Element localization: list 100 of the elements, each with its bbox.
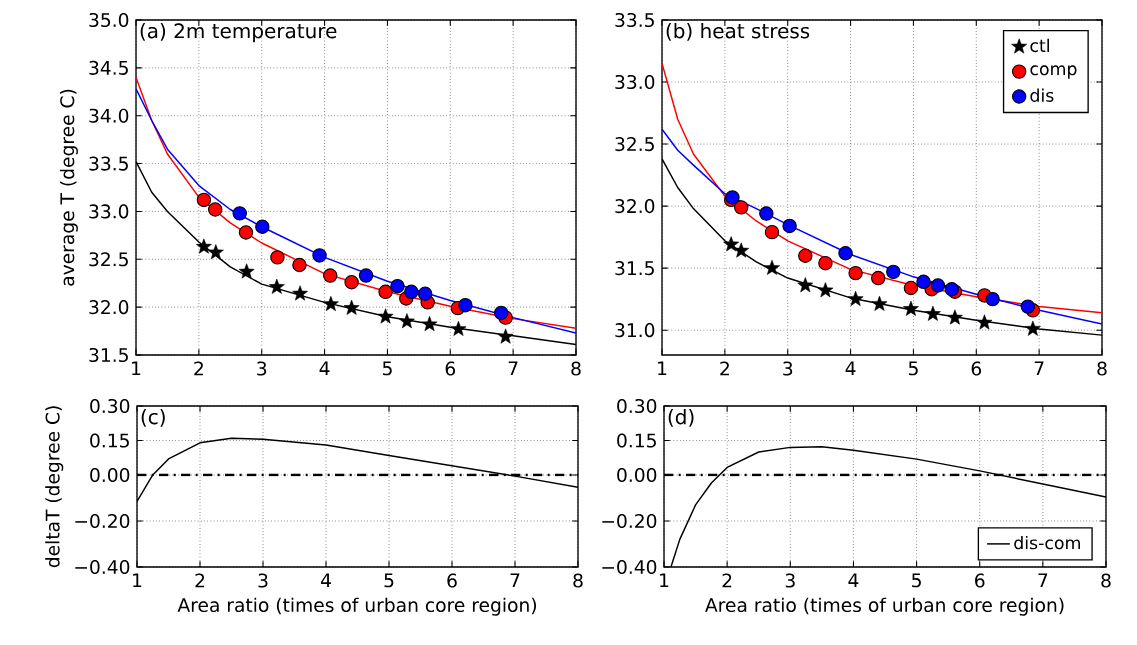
x-tick-label: 1 [132,361,141,376]
legend-label: dis-com [1014,535,1080,550]
point [871,295,888,311]
y-tick-label: 33.0 [615,74,655,90]
point [378,284,393,300]
chart-title: (d) [668,408,694,427]
point [1020,299,1036,314]
point [344,275,359,290]
point [985,291,1000,307]
x-tick-label: 2 [195,573,205,588]
point [818,255,833,271]
y-tick-label: 31.5 [615,261,654,276]
point [733,242,750,258]
y-tick-label: 32.5 [89,252,128,267]
point [734,200,749,215]
chart-title: (c) [141,408,165,427]
point [208,202,223,217]
point [797,277,814,293]
point [390,278,405,294]
x-tick-label: 7 [510,573,520,588]
y-tick-label: 32.0 [89,300,129,315]
y-tick-label: −0.40 [75,559,130,575]
point [782,218,797,234]
x-axis-title: Area ratio (times of urban core region) [177,597,537,616]
point [268,278,285,294]
line-series [662,128,1102,325]
point [848,265,863,281]
x-tick-label: 8 [571,361,581,376]
y-axis-title: deltaT (degree C) [45,406,64,568]
x-tick-label: 5 [912,573,921,588]
y-tick-label: 0.15 [617,433,656,448]
point [871,270,886,286]
point [458,298,473,313]
x-tick-label: 8 [1101,573,1111,588]
point [404,284,419,300]
point [238,263,255,279]
point [916,274,931,289]
point [494,305,509,321]
point [232,206,247,221]
point [322,295,339,311]
point [817,282,834,298]
x-tick-label: 6 [971,361,982,376]
x-tick-label: 4 [319,361,330,376]
point [930,278,946,293]
y-tick-label: 32.0 [615,199,655,214]
legend-label: comp [1030,65,1077,79]
point [292,285,308,301]
x-tick-label: 7 [508,361,518,376]
y-tick-label: 0.00 [617,467,657,483]
x-axis-title: Area ratio (times of urban core region) [705,597,1064,616]
chart-title: (a) 2m temperature [140,22,337,43]
x-tick-label: 5 [382,361,392,376]
y-tick-label: 31.0 [615,323,655,338]
x-tick-label: 2 [722,573,732,588]
point [207,244,224,260]
y-tick-label: 33.5 [89,156,128,171]
point [421,316,438,332]
y-tick-label: 0.30 [90,398,130,414]
y-tick-label: −0.40 [602,559,657,575]
x-tick-label: 3 [783,361,793,376]
point [497,328,514,344]
x-tick-label: 8 [1097,361,1107,376]
point [358,268,374,283]
y-axis-title: average T (degree C) [59,89,78,286]
x-tick-label: 6 [445,361,456,376]
point [238,225,254,240]
y-tick-label: 35.0 [89,12,129,28]
y-tick-label: 32.5 [615,137,654,152]
point [903,300,919,316]
point [323,268,338,283]
point [723,236,740,252]
x-tick-label: 7 [1038,573,1048,588]
point [886,264,901,280]
x-tick-label: 1 [133,573,142,588]
x-tick-label: 4 [320,573,331,588]
x-tick-label: 4 [848,573,859,588]
point [903,280,919,296]
point [399,313,415,329]
point [270,250,285,265]
point [196,192,212,208]
x-tick-label: 8 [573,573,583,588]
x-tick-label: 1 [658,361,667,376]
point [417,286,433,301]
point [847,290,864,306]
point [1024,320,1041,336]
y-tick-label: 33.5 [615,12,654,28]
y-tick-label: 31.5 [89,347,128,363]
x-tick-label: 2 [194,361,203,376]
y-tick-label: 33.0 [89,204,129,219]
y-tick-label: 0.30 [617,398,657,414]
x-tick-label: 5 [908,361,918,376]
x-tick-label: 1 [660,573,669,588]
y-tick-label: 0.00 [90,467,130,483]
y-tick-label: 34.5 [89,60,128,75]
point [798,248,813,263]
point [764,224,780,240]
point [312,248,327,263]
point [450,320,467,336]
x-tick-label: 3 [258,573,268,588]
y-tick-label: 34.0 [89,108,129,123]
